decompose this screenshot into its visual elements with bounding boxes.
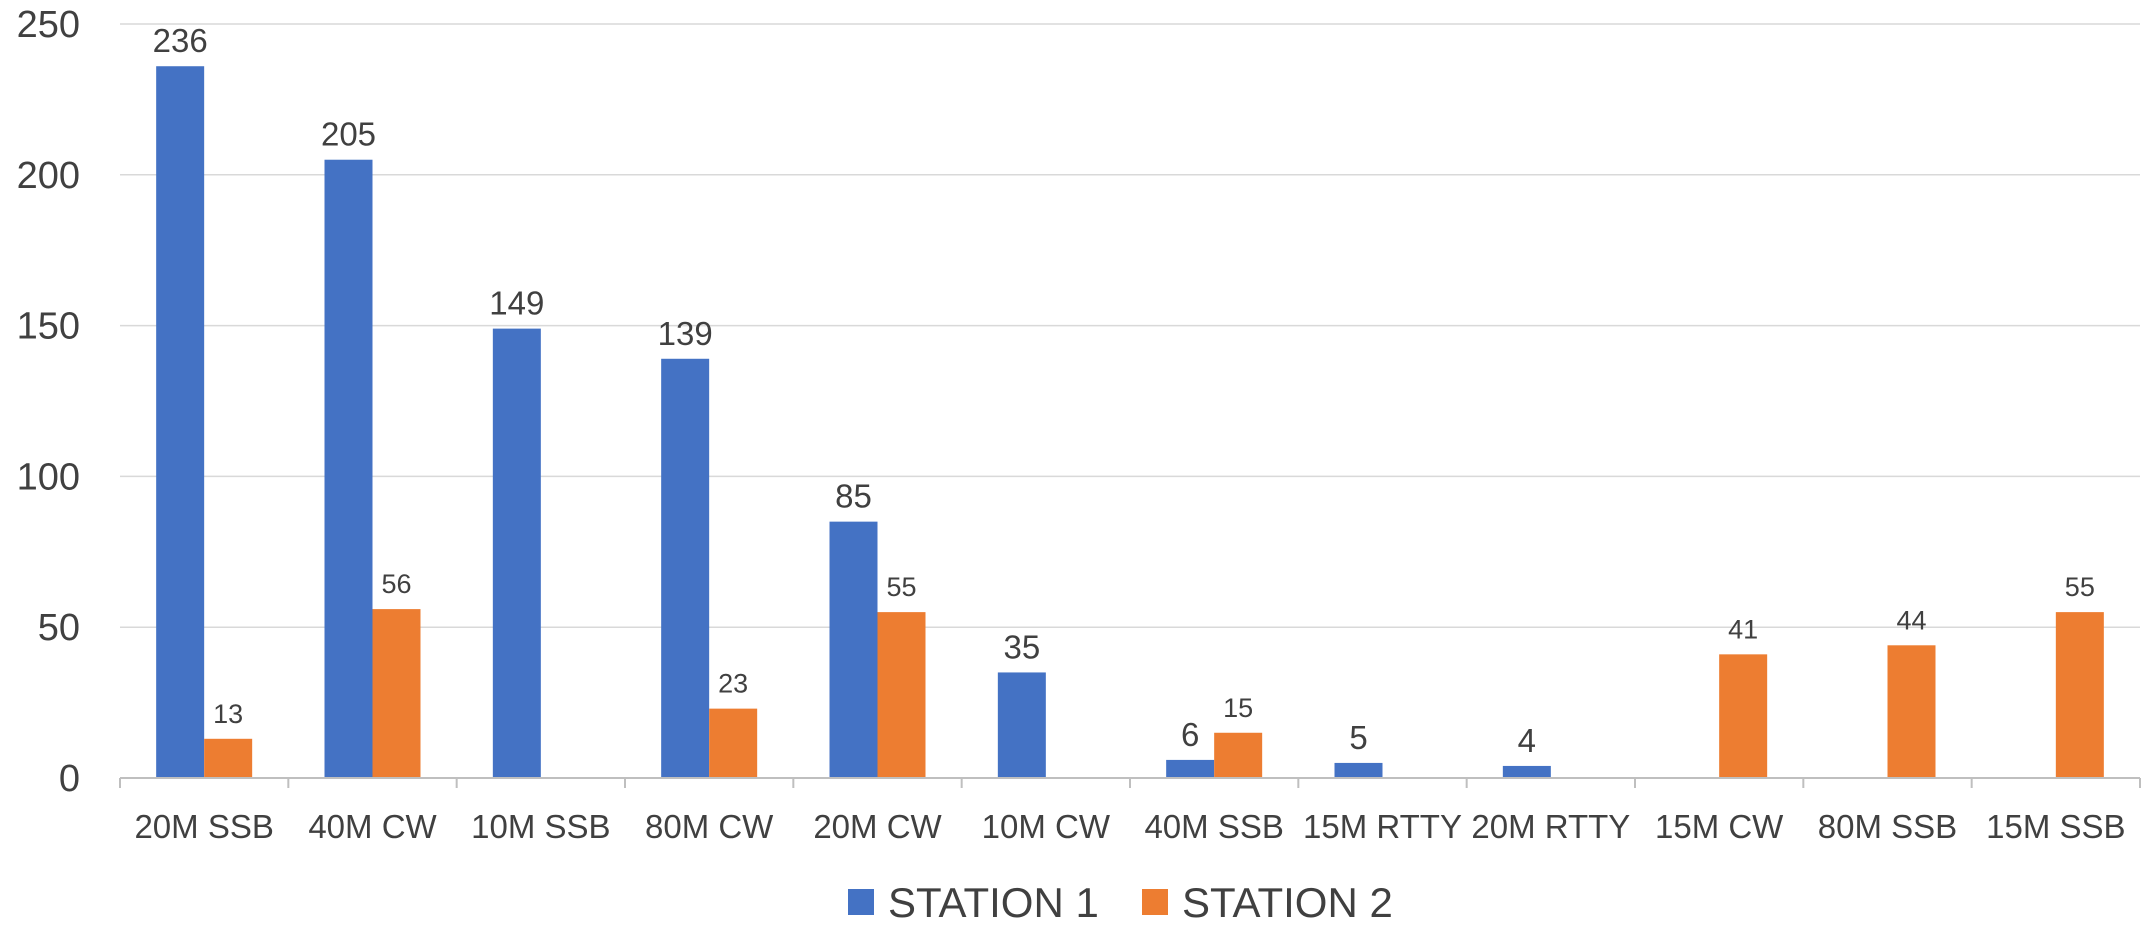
data-label: 41 — [1728, 614, 1758, 644]
x-tick-label: 10M CW — [982, 808, 1111, 845]
bar-station-1 — [1503, 766, 1551, 778]
bars — [156, 66, 2104, 778]
x-tick-label: 40M CW — [308, 808, 437, 845]
data-label: 23 — [718, 669, 748, 699]
y-tick-label: 0 — [59, 758, 80, 800]
legend-label-station-2: STATION 2 — [1182, 879, 1393, 926]
y-tick-label: 100 — [17, 456, 80, 498]
bar-station-1 — [325, 160, 373, 778]
y-tick-label: 50 — [38, 607, 80, 649]
x-tick-label: 15M RTTY — [1303, 808, 1462, 845]
y-axis-ticks: 0 50 100 150 200 250 — [17, 4, 80, 800]
bar-station-2 — [709, 709, 757, 778]
data-label: 44 — [1896, 605, 1926, 635]
gridlines — [120, 24, 2140, 627]
y-tick-label: 250 — [17, 4, 80, 46]
x-tick-label: 80M CW — [645, 808, 774, 845]
bar-station-2 — [204, 739, 252, 778]
bar-station-2 — [2056, 612, 2104, 778]
bar-station-2 — [373, 609, 421, 778]
x-tick-label: 15M CW — [1655, 808, 1784, 845]
data-label: 13 — [213, 699, 243, 729]
data-label: 35 — [1003, 628, 1040, 665]
bar-station-2 — [1214, 733, 1262, 778]
data-label: 139 — [658, 315, 713, 352]
data-label: 15 — [1223, 693, 1253, 723]
bar-station-2 — [878, 612, 926, 778]
y-tick-label: 150 — [17, 306, 80, 348]
x-axis — [120, 778, 2140, 788]
data-label: 55 — [886, 572, 916, 602]
x-tick-label: 10M SSB — [471, 808, 610, 845]
data-label: 85 — [835, 478, 872, 515]
x-tick-label: 80M SSB — [1818, 808, 1957, 845]
data-label: 236 — [153, 22, 208, 59]
data-label: 55 — [2065, 572, 2095, 602]
bar-station-1 — [156, 66, 204, 778]
bar-station-1 — [1166, 760, 1214, 778]
data-label: 149 — [489, 285, 544, 322]
bar-station-2 — [1719, 654, 1767, 778]
x-tick-label: 20M CW — [813, 808, 942, 845]
data-label: 56 — [381, 569, 411, 599]
legend: STATION 1 STATION 2 — [848, 879, 1393, 926]
x-tick-label: 40M SSB — [1144, 808, 1283, 845]
bar-station-1 — [493, 329, 541, 778]
bar-station-2 — [1888, 645, 1936, 778]
x-tick-label: 15M SSB — [1986, 808, 2125, 845]
x-axis-tick-labels: 20M SSB 40M CW 10M SSB 80M CW 20M CW 10M CW 40… — [134, 808, 2125, 845]
data-labels: 236 13 205 56 149 139 23 85 55 35 6 15 5 4 41 44 55 — [153, 22, 2095, 759]
x-tick-label: 20M RTTY — [1471, 808, 1630, 845]
y-tick-label: 200 — [17, 155, 80, 197]
data-label: 205 — [321, 116, 376, 153]
bar-station-1 — [661, 359, 709, 778]
legend-swatch-station-2 — [1142, 889, 1168, 915]
x-tick-label: 20M SSB — [134, 808, 273, 845]
bar-station-1 — [1335, 763, 1383, 778]
bar-station-1 — [998, 672, 1046, 778]
data-label: 4 — [1518, 722, 1536, 759]
data-label: 6 — [1181, 716, 1199, 753]
data-label: 5 — [1349, 719, 1367, 756]
legend-label-station-1: STATION 1 — [888, 879, 1099, 926]
legend-swatch-station-1 — [848, 889, 874, 915]
bar-station-1 — [830, 522, 878, 778]
